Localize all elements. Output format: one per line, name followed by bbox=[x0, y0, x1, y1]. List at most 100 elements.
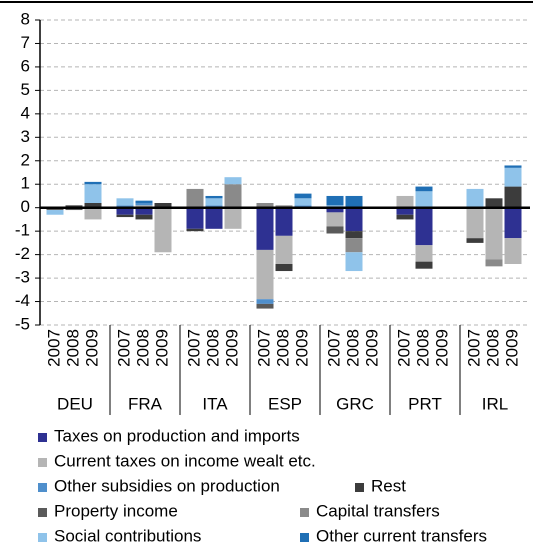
year-label: 2009 bbox=[362, 329, 381, 367]
bar-segment bbox=[186, 188, 204, 208]
y-tick-label: 3 bbox=[21, 127, 30, 146]
bar-segment bbox=[116, 198, 134, 206]
bar-segment bbox=[415, 261, 433, 269]
bar-segment bbox=[485, 207, 503, 260]
bar-segment bbox=[415, 191, 433, 208]
group-label: IRL bbox=[482, 394, 508, 413]
bar-segment bbox=[135, 214, 153, 220]
bar-segment bbox=[275, 264, 293, 272]
bar-segment bbox=[294, 193, 312, 199]
bar-segment bbox=[84, 181, 102, 185]
bar-segment bbox=[345, 252, 363, 272]
year-label: 2007 bbox=[184, 329, 203, 367]
bar-segment bbox=[504, 167, 522, 187]
year-label: 2007 bbox=[394, 329, 413, 367]
year-label: 2008 bbox=[413, 329, 432, 367]
bar-segment bbox=[504, 207, 522, 239]
year-label: 2008 bbox=[203, 329, 222, 367]
bar-segment bbox=[256, 303, 274, 309]
y-tick-label: 4 bbox=[21, 103, 30, 122]
year-label: 2007 bbox=[254, 329, 273, 367]
bar-segment bbox=[504, 186, 522, 208]
bar-segment bbox=[275, 235, 293, 264]
year-label: 2009 bbox=[292, 329, 311, 367]
bar-segment bbox=[186, 228, 204, 232]
bar-segment bbox=[326, 207, 344, 213]
bar-segment bbox=[46, 210, 64, 215]
y-tick-label: -5 bbox=[15, 314, 30, 333]
bar-segment bbox=[396, 207, 414, 215]
y-tick-label: 7 bbox=[21, 33, 30, 52]
legend-label: Rest bbox=[371, 476, 406, 495]
year-label: 2007 bbox=[324, 329, 343, 367]
year-label: 2008 bbox=[273, 329, 292, 367]
year-label: 2009 bbox=[222, 329, 241, 367]
bar-segment bbox=[466, 238, 484, 243]
group-label: GRC bbox=[336, 394, 374, 413]
year-label: 2009 bbox=[82, 329, 101, 367]
bar-segment bbox=[224, 184, 242, 208]
bar-segment bbox=[294, 198, 312, 206]
bar-segment bbox=[256, 203, 274, 208]
bar-segment bbox=[504, 238, 522, 264]
group-label: ITA bbox=[202, 394, 228, 413]
bar-segment bbox=[256, 249, 274, 300]
legend-label: Social contributions bbox=[54, 526, 201, 545]
group-label: ESP bbox=[268, 394, 302, 413]
bar-segment bbox=[345, 238, 363, 253]
legend-swatch bbox=[38, 508, 47, 517]
legend-label: Taxes on production and imports bbox=[54, 426, 300, 445]
year-label: 2007 bbox=[114, 329, 133, 367]
bar-segment bbox=[326, 226, 344, 234]
y-tick-label: 6 bbox=[21, 56, 30, 75]
year-label: 2008 bbox=[133, 329, 152, 367]
bar-segment bbox=[116, 207, 134, 215]
legend-swatch bbox=[300, 533, 309, 542]
bar-segment bbox=[256, 207, 274, 250]
y-tick-label: -2 bbox=[15, 244, 30, 263]
bar-segment bbox=[135, 207, 153, 215]
bar-segment bbox=[485, 259, 503, 267]
y-tick-label: -4 bbox=[15, 291, 30, 310]
year-label: 2009 bbox=[502, 329, 521, 367]
legend-label: Other current transfers bbox=[316, 526, 487, 545]
legend-label: Property income bbox=[54, 501, 178, 520]
year-label: 2009 bbox=[432, 329, 451, 367]
bar-segment bbox=[326, 212, 344, 227]
year-label: 2008 bbox=[343, 329, 362, 367]
bar-segment bbox=[84, 203, 102, 208]
y-tick-label: 5 bbox=[21, 80, 30, 99]
group-label: DEU bbox=[57, 394, 93, 413]
legend-swatch bbox=[38, 433, 47, 442]
year-label: 2009 bbox=[152, 329, 171, 367]
bar-segment bbox=[256, 299, 274, 304]
y-tick-label: 2 bbox=[21, 150, 30, 169]
bar-segment bbox=[415, 186, 433, 192]
bar-segment bbox=[205, 198, 223, 206]
bar-segment bbox=[275, 207, 293, 236]
bar-segment bbox=[186, 207, 204, 229]
bar-segment bbox=[135, 203, 153, 206]
bar-segment bbox=[485, 198, 503, 208]
bar-segment bbox=[415, 207, 433, 246]
bar-segment bbox=[205, 195, 223, 199]
bar-segment bbox=[224, 207, 242, 229]
y-tick-label: -3 bbox=[15, 268, 30, 287]
legend-swatch bbox=[300, 508, 309, 517]
legend-label: Capital transfers bbox=[316, 501, 440, 520]
y-tick-label: 0 bbox=[21, 197, 30, 216]
year-label: 2008 bbox=[483, 329, 502, 367]
bar-segment bbox=[135, 200, 153, 203]
bar-segment bbox=[466, 207, 484, 239]
bar-segment bbox=[345, 195, 363, 208]
y-tick-label: 8 bbox=[21, 9, 30, 28]
legend-label: Current taxes on income wealt etc. bbox=[54, 451, 316, 470]
group-label: FRA bbox=[128, 394, 163, 413]
bar-segment bbox=[345, 231, 363, 239]
bar-segment bbox=[326, 195, 344, 206]
legend-swatch bbox=[38, 483, 47, 492]
bar-segment bbox=[224, 177, 242, 185]
bar-segment bbox=[154, 203, 172, 208]
y-tick-label: 1 bbox=[21, 174, 30, 193]
